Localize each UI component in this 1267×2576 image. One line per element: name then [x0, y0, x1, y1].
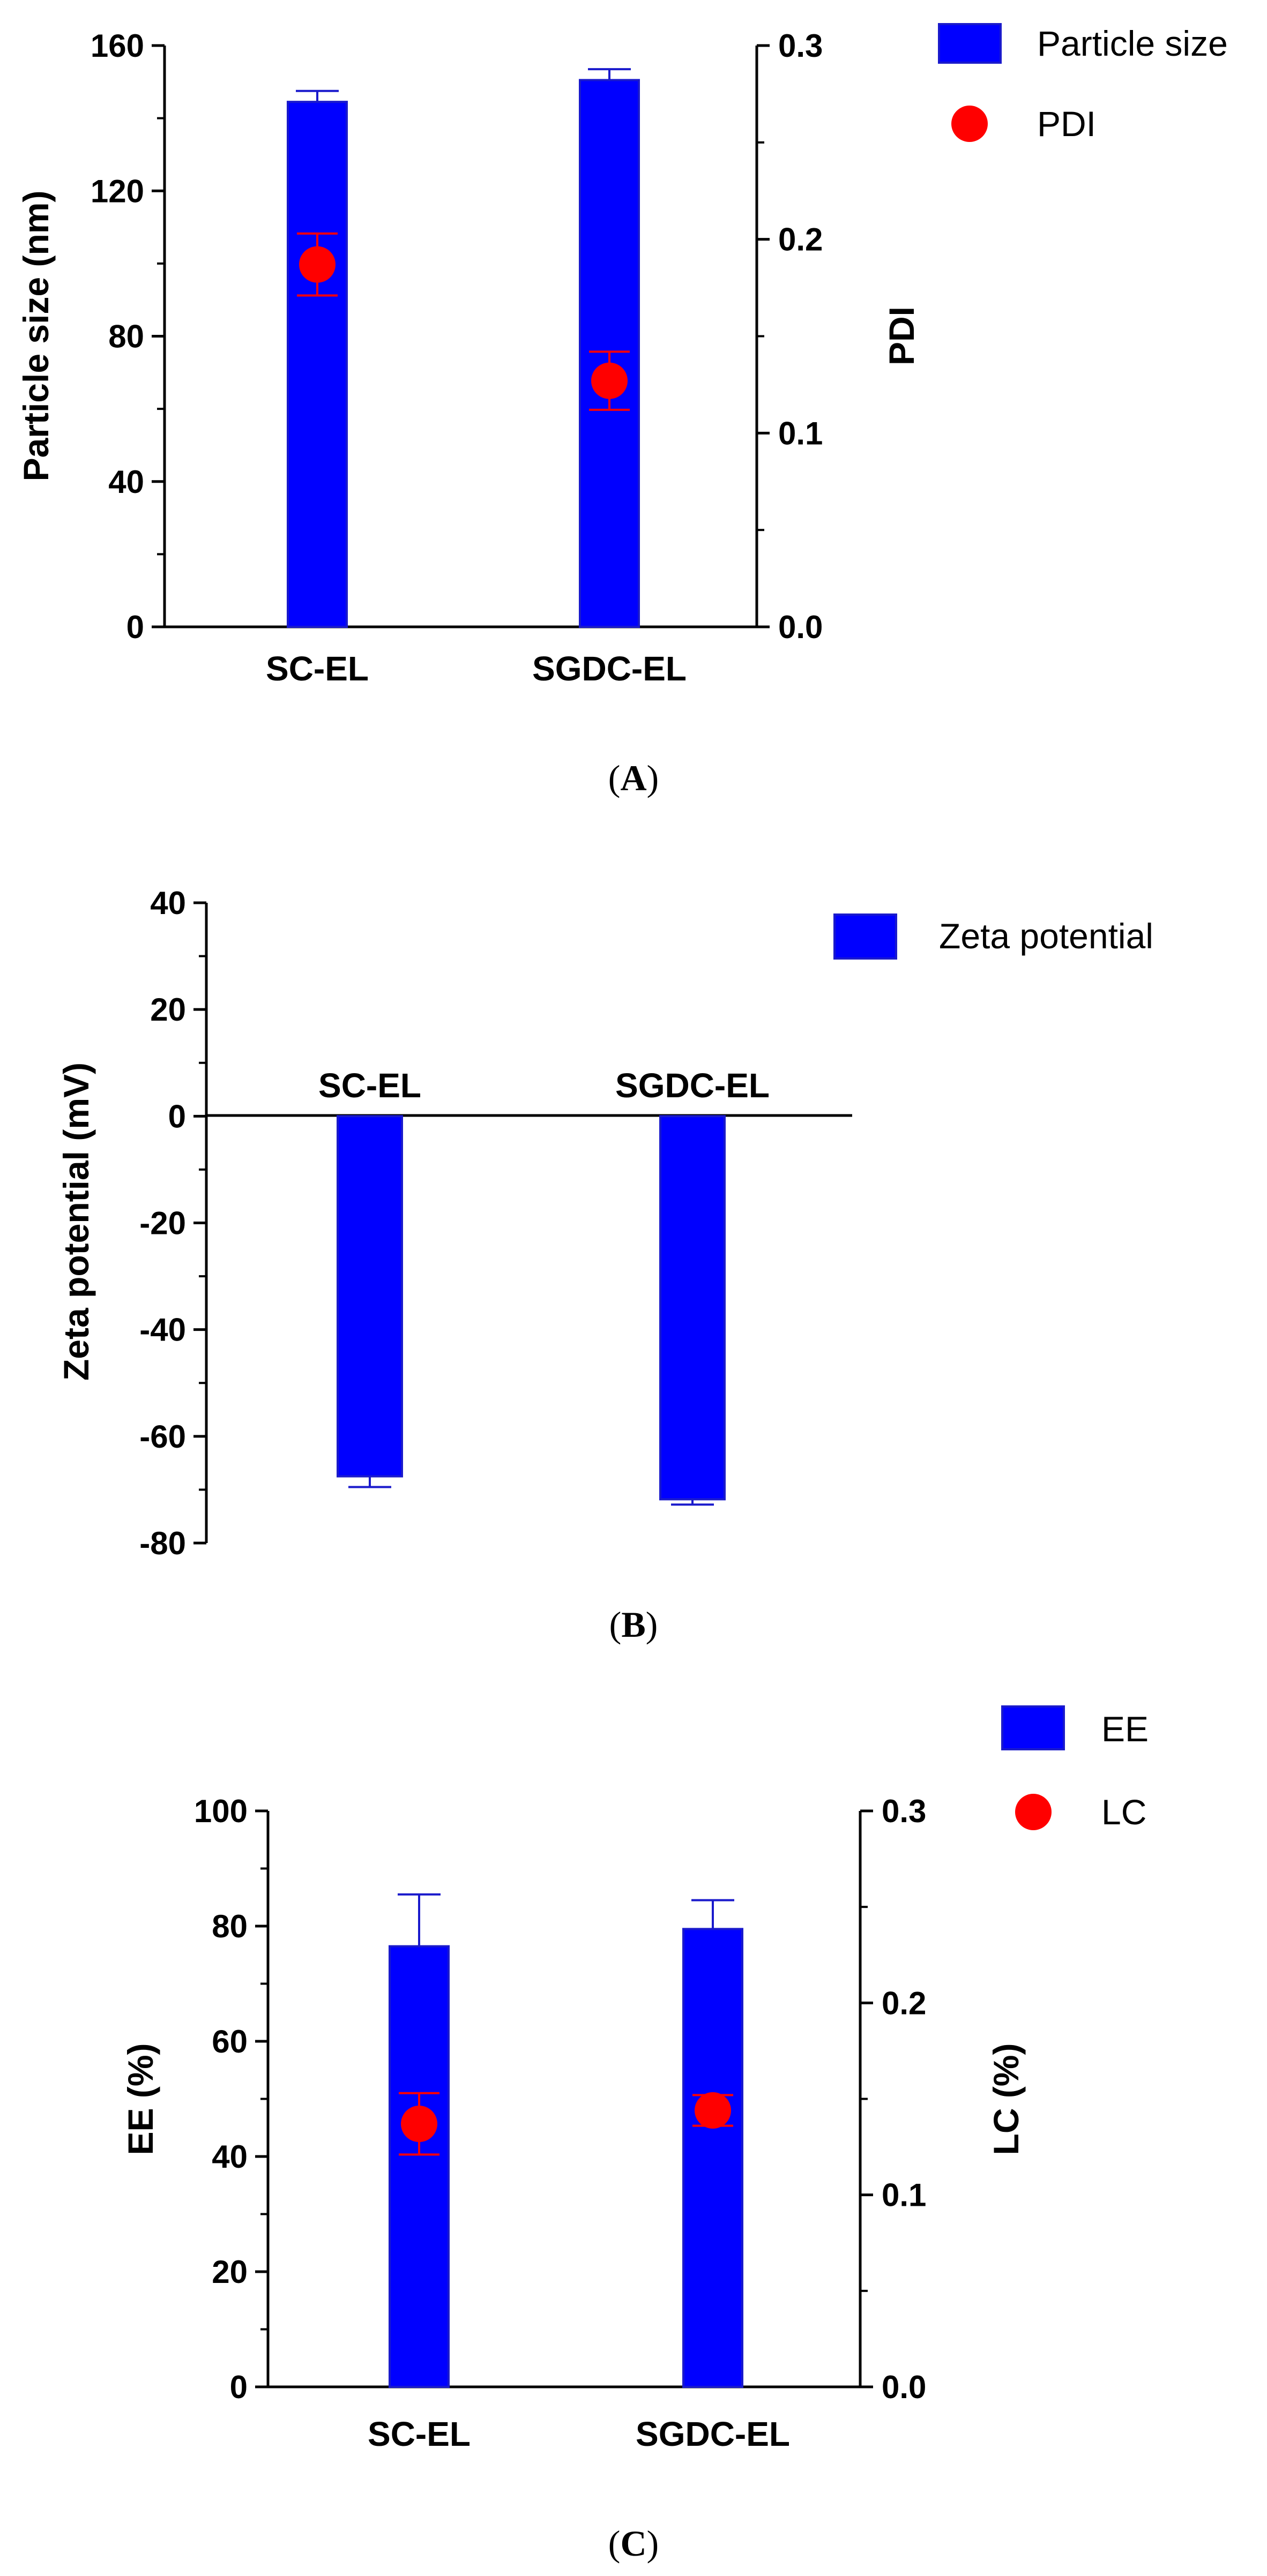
a-left-tick-label: 0	[126, 609, 144, 645]
c-left-axis-label: EE (%)	[121, 2043, 160, 2155]
c-left-tick-label: 20	[212, 2254, 248, 2290]
panel-a-caption: (A)	[608, 758, 659, 798]
c-left-tick-label: 80	[212, 1908, 248, 1944]
b-left-tick-label: -20	[139, 1205, 186, 1241]
a-data-point	[591, 362, 628, 399]
a-right-tick-label: 0.2	[778, 222, 823, 258]
b-legend-bar-swatch	[833, 913, 897, 960]
b-category-label: SC-EL	[318, 1066, 421, 1105]
a-category-label: SGDC-EL	[532, 649, 687, 688]
a-data-point	[299, 246, 336, 283]
b-left-tick-label: -60	[139, 1419, 186, 1455]
c-category-label: SC-EL	[368, 2415, 471, 2453]
b-left-tick-label: 20	[150, 992, 186, 1028]
c-left-tick-label: 40	[212, 2139, 248, 2175]
a-legend-bar-swatch	[938, 23, 1002, 64]
b-left-tick-label: 40	[150, 885, 186, 921]
c-bar	[682, 1928, 743, 2388]
panel-c-caption: (C)	[608, 2523, 659, 2564]
c-category-label: SGDC-EL	[636, 2415, 790, 2453]
a-legend-point-swatch	[951, 106, 988, 142]
c-right-tick-label: 0.2	[882, 1985, 926, 2021]
panel-a-chart: 0 40 80 120 160 0.0 0.1 0.2 0.3 SC-EL SGDC-EL P…	[16, 23, 1228, 798]
a-category-label: SC-EL	[266, 649, 369, 688]
a-left-tick-label: 80	[108, 319, 144, 355]
a-right-tick-label: 0.0	[778, 609, 823, 645]
c-right-tick-label: 0.0	[882, 2369, 926, 2405]
c-legend-label: EE	[1101, 1709, 1149, 1749]
a-legend-label: PDI	[1037, 104, 1096, 144]
c-bar	[389, 1945, 450, 2388]
c-right-tick-label: 0.3	[882, 1793, 926, 1829]
panel-b-caption: (B)	[609, 1604, 658, 1645]
b-bar	[337, 1115, 403, 1478]
a-legend-label: Particle size	[1037, 24, 1228, 63]
b-left-axis-label: Zeta potential (mV)	[56, 1062, 96, 1381]
b-legend-label: Zeta potential	[939, 916, 1153, 956]
b-category-label: SGDC-EL	[615, 1066, 770, 1105]
c-right-tick-label: 0.1	[882, 2177, 926, 2213]
a-right-tick-label: 0.1	[778, 415, 823, 451]
a-left-tick-label: 120	[91, 173, 144, 209]
c-left-tick-label: 60	[212, 2024, 248, 2060]
c-legend-label: LC	[1101, 1792, 1146, 1832]
c-legend-bar-swatch	[1001, 1705, 1065, 1750]
c-left-tick-label: 0	[230, 2369, 248, 2405]
a-left-axis-label: Particle size (nm)	[16, 191, 56, 482]
a-right-tick-label: 0.3	[778, 28, 823, 64]
b-bar	[659, 1115, 726, 1501]
c-data-point	[401, 2106, 437, 2143]
c-data-point	[695, 2092, 731, 2129]
a-left-tick-label: 40	[108, 464, 144, 500]
panel-b-chart: -80 -60 -40 -20 0 20 40 SC-EL SGDC-EL Zeta pot…	[56, 885, 1153, 1645]
a-right-axis-label: PDI	[882, 306, 921, 365]
c-right-axis-label: LC (%)	[986, 2043, 1026, 2155]
a-left-tick-label: 160	[91, 28, 144, 64]
c-left-tick-label: 100	[194, 1793, 248, 1829]
b-left-tick-label: -80	[139, 1525, 186, 1561]
a-bar	[287, 101, 348, 628]
b-left-tick-label: 0	[168, 1098, 186, 1134]
b-left-tick-label: -40	[139, 1312, 186, 1348]
c-legend-point-swatch	[1015, 1794, 1052, 1830]
